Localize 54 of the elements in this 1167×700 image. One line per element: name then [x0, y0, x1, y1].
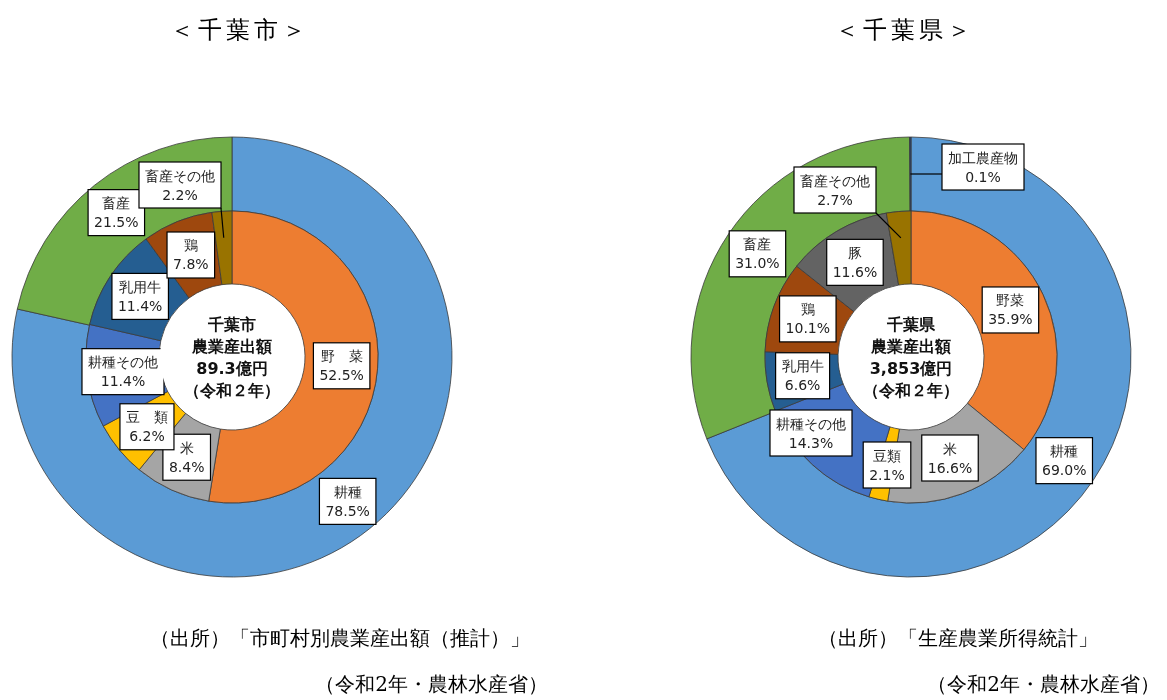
slice-label: 鶏 [183, 237, 198, 254]
data-label: 8.4% [168, 458, 205, 475]
slice-label: 乳用牛 [119, 278, 162, 295]
data-label: 21.5% [94, 214, 139, 231]
chart-title: ＜千葉市＞ [170, 16, 310, 44]
slice-label: 豆 類 [125, 409, 168, 426]
data-label: 7.8% [173, 256, 209, 273]
text: 千葉市 [207, 315, 256, 334]
slice-label: 耕種 [1050, 443, 1079, 460]
data-label: 31.0% [735, 255, 780, 272]
text: （令和２年） [863, 381, 959, 400]
slice-label: 畜産その他 [800, 172, 870, 189]
data-label: 11.6% [832, 263, 878, 280]
text: （出所）「生産農業所得統計」 [818, 626, 1098, 650]
slice-label: 畜産その他 [145, 167, 215, 184]
text: （令和2年・農林水産省） [927, 672, 1160, 696]
text: （令和2年・農林水産省） [315, 672, 548, 696]
chart-title: ＜千葉県＞ [835, 16, 975, 44]
text: （令和２年） [184, 381, 280, 400]
slice-label: 野 菜 [320, 348, 363, 365]
slice-label: 畜産 [102, 195, 131, 212]
data-label: 69.0% [1041, 462, 1087, 479]
slice-label: 耕種その他 [776, 415, 846, 432]
slice-label: 米 [179, 439, 194, 456]
data-label: 11.4% [100, 373, 146, 390]
slice-label: 加工農産物 [948, 149, 1018, 166]
data-label: 52.5% [319, 367, 364, 384]
slice-label: 耕種 [333, 483, 362, 500]
slice-label: 乳用牛 [781, 358, 824, 375]
slice-label: 米 [943, 440, 957, 457]
data-label: 6.6% [784, 377, 821, 394]
data-label: 10.1% [785, 320, 831, 337]
data-label: 2.7% [817, 191, 853, 208]
data-label: 16.6% [927, 459, 973, 476]
slice-label: 耕種その他 [87, 354, 158, 371]
text: （出所）「市町村別農業産出額（推計）」 [150, 626, 530, 650]
slice-label: 鶏 [800, 301, 815, 318]
slice-label: 豚 [847, 244, 862, 261]
data-label: 2.2% [162, 186, 198, 203]
data-label: 6.2% [129, 428, 165, 445]
slice-label: 豆類 [873, 447, 901, 464]
text: 89.3億円 [196, 359, 268, 378]
data-label: 2.1% [869, 466, 905, 483]
data-label: 0.1% [965, 168, 1001, 185]
text: 3,853億円 [869, 359, 953, 378]
slice-label: 野菜 [996, 292, 1025, 309]
data-label: 11.4% [117, 297, 163, 314]
data-label: 78.5% [325, 502, 370, 519]
text: 農業産出額 [191, 337, 272, 356]
data-label: 14.3% [788, 434, 834, 451]
slice-label: 畜産 [743, 236, 772, 253]
text: 農業産出額 [870, 337, 951, 356]
text: 千葉県 [886, 315, 936, 334]
data-label: 35.9% [988, 311, 1033, 328]
